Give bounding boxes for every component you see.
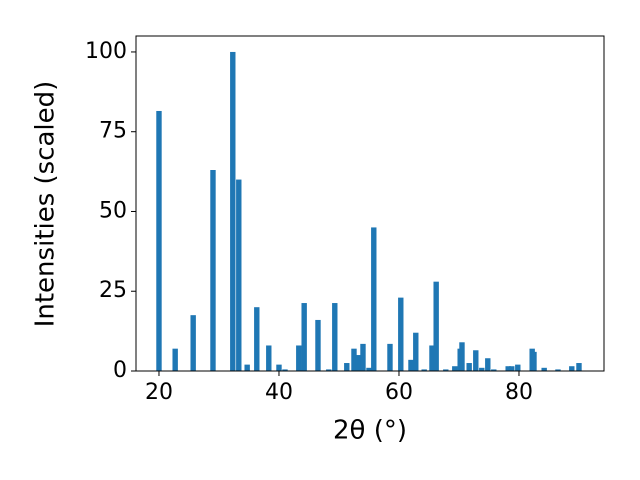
bar (326, 369, 332, 371)
bar (479, 367, 485, 371)
bar (505, 366, 511, 371)
bar (433, 281, 439, 371)
bar (491, 369, 497, 371)
bar (371, 227, 377, 371)
bar (387, 343, 393, 371)
bar (266, 345, 272, 371)
bar (172, 348, 178, 371)
x-tick-label: 20 (145, 380, 173, 405)
bar (190, 315, 196, 371)
bar (576, 363, 582, 371)
bar (569, 366, 575, 371)
bar (276, 364, 282, 371)
bar (344, 363, 350, 371)
bar (459, 342, 465, 371)
bar (156, 110, 162, 371)
bar (315, 319, 321, 371)
bar (531, 351, 537, 371)
bar (408, 359, 414, 371)
bar (210, 170, 216, 371)
bar (398, 297, 404, 371)
bar (236, 179, 242, 371)
bar (301, 303, 307, 371)
bar (254, 307, 260, 371)
bar (555, 369, 561, 371)
bar (351, 348, 357, 371)
bar (413, 332, 419, 371)
y-axis-label: Intensities (scaled) (31, 81, 61, 328)
bar (541, 367, 547, 371)
y-tick-label: 0 (113, 358, 127, 383)
bar (296, 345, 302, 371)
bar (421, 369, 427, 371)
bar (515, 364, 521, 371)
bar (452, 366, 458, 371)
bar (473, 350, 479, 371)
bar (509, 366, 515, 371)
plot-frame (135, 35, 605, 372)
bar (332, 303, 338, 371)
y-tick-label: 75 (99, 119, 127, 144)
x-tick-label: 80 (505, 380, 533, 405)
bar (485, 358, 491, 371)
y-tick-label: 50 (99, 198, 127, 223)
bar (429, 345, 435, 371)
bar (355, 355, 361, 371)
x-axis-label: 2θ (°) (333, 416, 407, 446)
bar (443, 369, 449, 371)
bar (360, 343, 366, 371)
y-tick-label: 100 (85, 39, 127, 64)
bar (366, 367, 372, 371)
bar (282, 369, 288, 371)
x-tick-label: 40 (265, 380, 293, 405)
x-tick-label: 60 (385, 380, 413, 405)
y-tick-label: 25 (99, 278, 127, 303)
bar (230, 51, 236, 371)
bar (244, 364, 250, 371)
bar (466, 363, 472, 371)
